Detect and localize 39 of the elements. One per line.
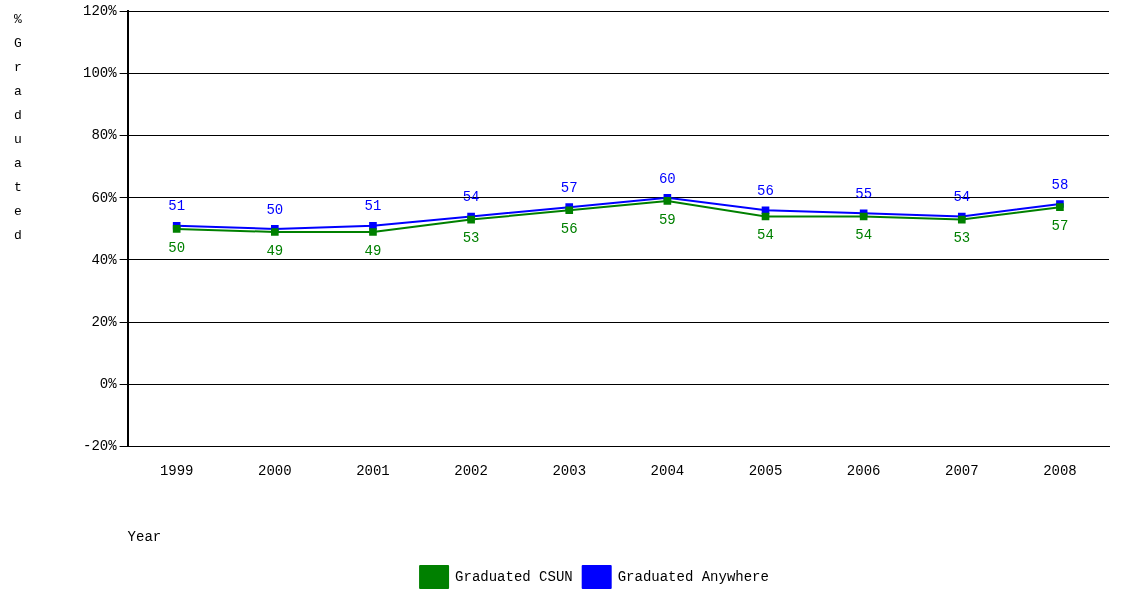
y-tick-label: 0%	[99, 375, 118, 392]
data-label: 53	[953, 230, 971, 247]
x-tick-label: 2004	[650, 462, 685, 479]
data-label: 49	[364, 242, 382, 259]
x-tick-label: 1999	[159, 462, 194, 479]
y-tick-label: 20%	[91, 313, 118, 330]
data-label: 58	[1051, 176, 1069, 193]
y-tick-label: 100%	[83, 65, 118, 82]
x-tick-label: 2006	[846, 462, 881, 479]
data-label: 57	[1051, 217, 1069, 234]
data-label: 59	[658, 211, 676, 228]
y-tick-label: 120%	[83, 3, 118, 20]
data-label: 51	[168, 198, 186, 215]
text: % Graduated	[14, 12, 22, 243]
data-label: 54	[855, 227, 873, 244]
data-label: 57	[560, 179, 578, 196]
data-label: 49	[266, 242, 284, 259]
x-tick-label: 2008	[1043, 462, 1077, 479]
data-label: 50	[266, 201, 284, 218]
data-label: 51	[364, 198, 382, 215]
x-tick-label: 2005	[748, 462, 783, 479]
x-tick-label: 2000	[258, 462, 292, 479]
y-tick-label: 40%	[91, 251, 118, 268]
y-tick-label: 80%	[91, 127, 118, 144]
y-tick-label: -20%	[83, 438, 118, 455]
data-label: 60	[658, 170, 676, 187]
legend-label: Graduated CSUN	[455, 568, 573, 585]
x-tick-label: 2007	[944, 462, 979, 479]
y-tick-label: 60%	[91, 189, 118, 206]
data-label: 50	[168, 239, 186, 256]
x-tick-label: 2001	[356, 462, 390, 479]
data-label: 54	[757, 227, 774, 244]
data-label: 56	[560, 220, 578, 237]
data-label: 53	[462, 230, 480, 247]
x-tick-label: 2002	[454, 462, 488, 479]
x-tick-label: 2003	[552, 462, 587, 479]
x-axis-title: Year	[127, 529, 162, 546]
legend-label: Graduated Anywhere	[617, 568, 769, 585]
data-label: 56	[757, 182, 774, 199]
